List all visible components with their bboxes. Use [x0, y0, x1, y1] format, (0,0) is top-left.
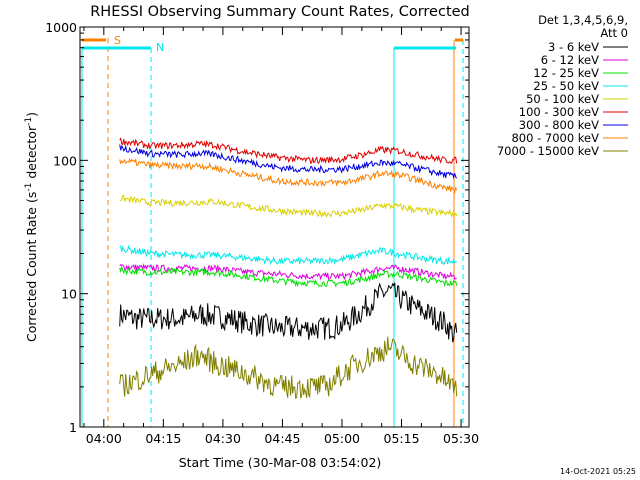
attenuator-label: Att 0	[600, 26, 628, 40]
legend-label: 3 - 6 keV	[548, 40, 599, 54]
night-n-label: N	[156, 41, 164, 54]
detectors-label: Det 1,3,4,5,6,9,	[538, 13, 628, 27]
series-line-9	[119, 336, 458, 400]
legend-label: 800 - 7000 keV	[511, 131, 599, 145]
x-tick-label: 04:00	[86, 431, 122, 446]
legend-label: 25 - 50 keV	[533, 79, 599, 93]
x-tick-label: 05:15	[384, 431, 420, 446]
series-line-3	[119, 265, 458, 288]
x-tick-label: 04:15	[145, 431, 181, 446]
axes: 04:00 04:15 04:30 04:45 05:00 05:15 05:30 1 10 10…	[45, 20, 479, 446]
legend-label: 12 - 25 keV	[533, 66, 599, 80]
series-line-1	[119, 282, 458, 343]
series-line-5	[119, 194, 458, 219]
y-tick-label: 100	[53, 153, 77, 168]
y-tick-label: 1000	[45, 20, 77, 35]
y-tick-label: 1	[69, 420, 77, 435]
legend-label: 50 - 100 keV	[526, 92, 599, 106]
x-tick-label: 04:45	[264, 431, 300, 446]
series-line-8	[119, 157, 458, 195]
legend-label: 100 - 300 keV	[519, 105, 599, 119]
series-line-2	[119, 263, 457, 281]
series-lines	[119, 137, 458, 400]
attenuator-s-label: S	[114, 34, 121, 47]
chart-title: RHESSI Observing Summary Count Rates, Co…	[90, 4, 470, 20]
series-line-7	[119, 144, 458, 180]
x-axis-label: Start Time (30-Mar-08 03:54:02)	[179, 455, 382, 470]
y-tick-label: 10	[61, 287, 77, 302]
legend-label: 300 - 800 keV	[519, 118, 599, 132]
series-line-4	[119, 244, 457, 266]
x-tick-label: 05:00	[324, 431, 360, 446]
y-axis-label: Corrected Count Rate (s-1 detector-1)	[24, 112, 39, 342]
series-line-6	[119, 137, 458, 165]
legend-label: 6 - 12 keV	[541, 53, 599, 67]
timestamp: 14-Oct-2021 05:25	[560, 467, 636, 476]
x-tick-label: 05:30	[443, 431, 479, 446]
reference-lines: SN	[81, 34, 464, 427]
x-tick-label: 04:30	[205, 431, 241, 446]
plot-frame	[79, 26, 470, 428]
legend-label: 7000 - 15000 keV	[497, 144, 599, 158]
